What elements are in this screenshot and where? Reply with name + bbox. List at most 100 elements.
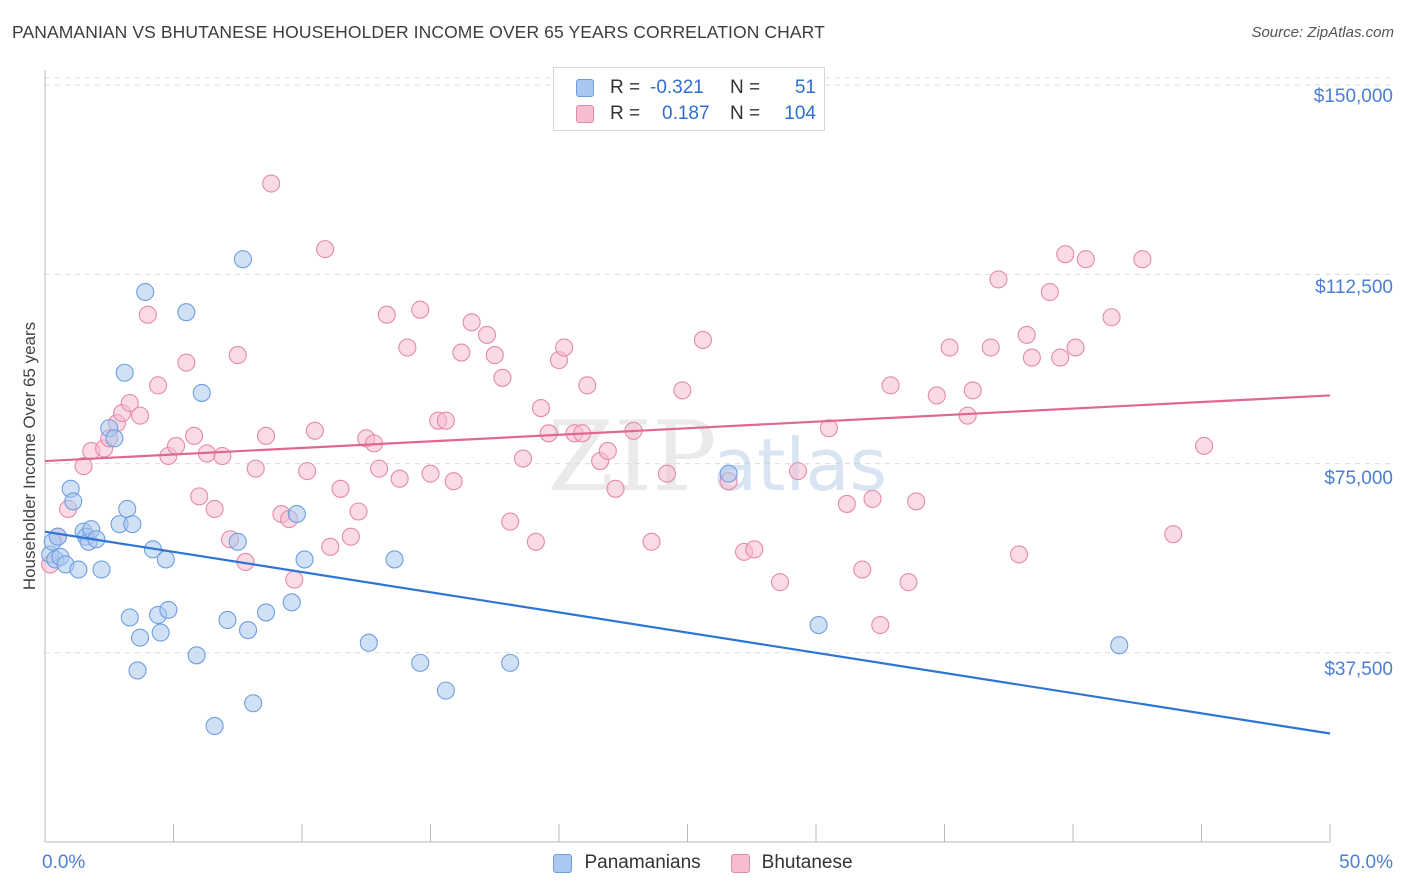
bhutanese-point — [940, 338, 959, 357]
panamanian-point — [115, 363, 134, 382]
bhutanese-point — [642, 532, 661, 551]
legend-row-panamanians: R = -0.321 N = 51 — [576, 76, 816, 100]
bhutanese-point — [341, 527, 360, 546]
correlation-legend: R = -0.321 N = 51 R = 0.187 N = 104 — [553, 67, 825, 131]
y-tick-label: $37,500 — [1324, 659, 1393, 680]
bhutanese-point — [452, 343, 471, 362]
bhutanese-point — [899, 573, 918, 592]
legend-r-value: 0.187 — [662, 103, 710, 124]
trend-lines — [44, 394, 1331, 735]
bhutanese-point — [177, 353, 196, 372]
bhutanese-point — [598, 441, 617, 461]
bhutanese-point — [411, 300, 430, 319]
panamanian-point — [151, 623, 170, 642]
legend-item-bhutanese[interactable]: Bhutanese — [730, 852, 853, 874]
bhutanese-point — [493, 368, 512, 387]
bhutanese-point — [305, 421, 324, 440]
panamanian-point — [238, 621, 258, 640]
bhutanese-point — [513, 449, 533, 468]
bhutanese-point — [1040, 282, 1059, 302]
bhutanese-point — [501, 512, 520, 531]
bhutanese-point — [693, 330, 712, 349]
bhutanese-point — [881, 376, 900, 395]
legend-row-bhutanese: R = 0.187 N = 104 — [576, 102, 816, 126]
panamanian-point — [1110, 636, 1129, 655]
panamanian-point — [228, 532, 247, 551]
bhutanese-point — [837, 494, 856, 513]
bhutanese-point — [213, 446, 232, 466]
y-tick-label: $150,000 — [1313, 86, 1393, 107]
bhutanese-point — [462, 313, 481, 332]
bhutanese-point — [444, 472, 463, 491]
panamanian-point — [809, 615, 828, 635]
pink-swatch-icon — [576, 105, 594, 123]
bhutanese-point — [321, 537, 340, 556]
bhutanese-point — [578, 376, 597, 395]
bhutanese-point — [228, 346, 247, 365]
bhutanese-point — [1017, 325, 1036, 344]
bhutanese-point — [863, 489, 882, 508]
bhutanese-point — [190, 487, 209, 506]
legend-item-label: Bhutanese — [761, 852, 853, 873]
panamanian-point — [64, 492, 83, 511]
panamanian-point — [131, 628, 150, 647]
panamanian-point — [123, 515, 142, 534]
bhutanese-point — [745, 540, 764, 559]
panamanian-point — [719, 464, 738, 483]
panamanian-point — [205, 716, 224, 735]
panamanian-point — [359, 633, 378, 652]
panamanian-point — [282, 593, 301, 612]
bhutanese-point — [958, 406, 977, 425]
legend-n-label: N = — [730, 103, 761, 124]
panamanian-point — [295, 550, 314, 569]
bhutanese-point — [989, 270, 1008, 289]
bhutanese-point — [246, 459, 265, 478]
bhutanese-point — [370, 459, 389, 478]
watermark-zip: ZIP — [547, 401, 716, 513]
bhutanese-point — [262, 174, 281, 193]
panamanian-point — [187, 646, 206, 665]
bhutanese-point — [167, 436, 186, 455]
panamanian-point — [128, 661, 147, 680]
series-legend: Panamanians Bhutanese — [0, 852, 1406, 874]
bhutanese-point — [673, 381, 692, 400]
bhutanese-point — [421, 464, 440, 483]
x-tick-label: 50.0% — [1339, 852, 1393, 873]
bhutanese-point — [149, 376, 168, 395]
bhutanese-point — [819, 419, 838, 438]
panamanian-point — [159, 600, 178, 619]
bhutanese-point — [131, 406, 150, 425]
bhutanese-point — [1051, 348, 1070, 367]
bhutanese-point — [120, 393, 139, 413]
bhutanese-point — [1133, 250, 1152, 269]
bhutanese-point — [298, 462, 317, 481]
bhutanese-point — [907, 492, 926, 511]
bhutanese-point — [1102, 308, 1121, 327]
panamanian-point — [411, 653, 430, 672]
pink-swatch-icon — [730, 853, 750, 873]
y-axis-label: Householder Income Over 65 years — [20, 321, 39, 591]
panamanian-point — [218, 610, 237, 630]
panamanian-point — [256, 603, 276, 622]
bhutanese-point — [539, 424, 558, 443]
bhutanese-point — [1076, 250, 1095, 269]
legend-n-value: 104 — [784, 103, 816, 124]
legend-item-panamanians[interactable]: Panamanians — [553, 852, 701, 874]
panamanian-point — [105, 429, 124, 448]
panamanian-point — [48, 527, 67, 546]
bhutanese-point — [485, 346, 504, 365]
panamanian-point — [287, 504, 306, 524]
bhutanese-point — [1164, 525, 1183, 544]
panamanian-point — [120, 608, 139, 627]
legend-r-label: R = — [610, 77, 641, 98]
x-tick-label: 0.0% — [42, 852, 86, 873]
bhutanese-point — [185, 426, 204, 445]
panamanian-point — [385, 550, 404, 569]
panamanian-point — [436, 681, 455, 700]
bhutanese-point — [390, 469, 409, 488]
panamanian-point — [118, 499, 137, 519]
bhutanese-point — [1009, 545, 1029, 564]
bhutanese-point — [398, 338, 417, 357]
legend-n-value: 51 — [794, 77, 816, 98]
